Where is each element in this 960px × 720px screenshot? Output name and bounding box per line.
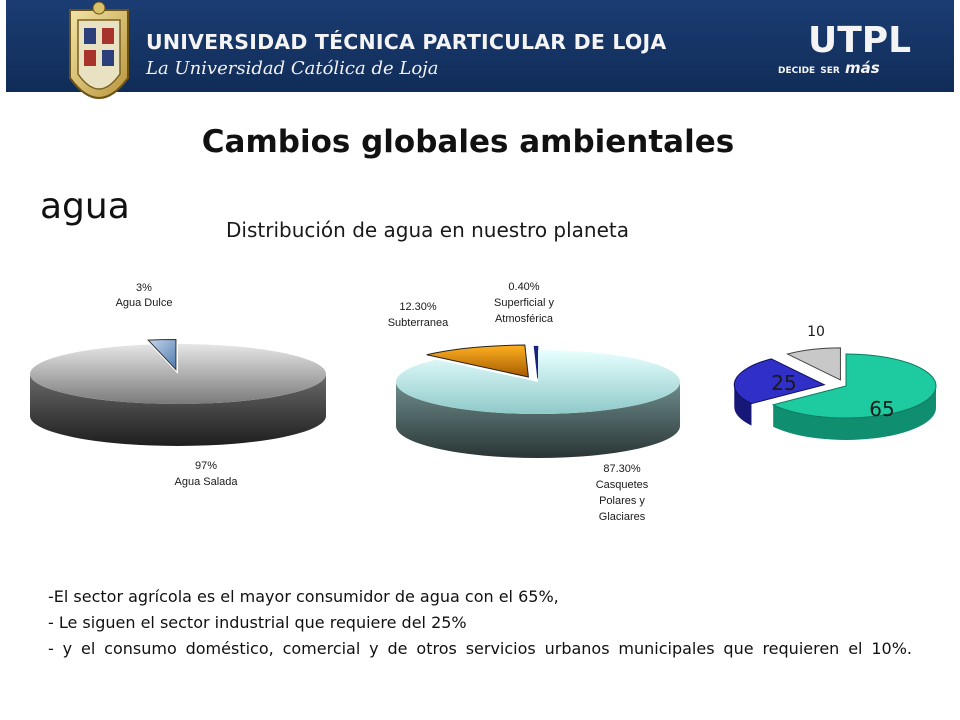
pie-2-label-cas-value: 87.30% <box>603 463 641 475</box>
pie-2-label-sup-value: 0.40% <box>508 281 539 293</box>
pie-1-slice-1 <box>29 344 326 404</box>
pie-2-label-sup-name-1: Superficial y <box>494 297 554 309</box>
charts-area: 3% Agua Dulce 97% Agua Salada 12.30% Subterra… <box>0 250 960 550</box>
pie-2-slice-1 <box>533 345 539 379</box>
pie-2-label-sup-name-2: Atmosférica <box>495 313 554 325</box>
pie-3-label-25: 25 <box>771 371 796 395</box>
pie-3-slice-1 <box>733 358 826 405</box>
slogan-part-1: DECIDE <box>778 66 816 76</box>
pie-2-label-sub-name: Subterranea <box>388 317 449 329</box>
chart-title: Distribución de agua en nuestro planeta <box>226 218 630 242</box>
bullet-item-domestico: - y el consumo doméstico, comercial y de… <box>48 639 912 658</box>
pie-1-label-salada-name: Agua Salada <box>175 476 239 488</box>
utpl-logo: UTPL <box>808 20 912 61</box>
pie-2-slice-2 <box>396 350 680 414</box>
pie-2-label-cas-name-3: Glaciares <box>599 511 646 523</box>
pie-3-slice-0-side <box>773 386 937 440</box>
slogan-part-3: más <box>844 59 880 77</box>
pie-3-label-10: 10 <box>807 324 825 340</box>
pie-2-label-cas-name-2: Polares y <box>599 495 645 507</box>
pie-1-slice-0 <box>147 339 177 371</box>
slogan-part-2: SER <box>820 66 840 76</box>
pie-3-slice-2 <box>786 347 841 381</box>
section-heading: agua <box>40 186 130 227</box>
slide-title: Cambios globales ambientales <box>201 124 735 160</box>
university-name: UNIVERSIDAD TÉCNICA PARTICULAR DE LOJA <box>146 30 667 54</box>
pie-1-label-salada-value: 97% <box>195 460 217 472</box>
pie-1-label-dulce-value: 3% <box>136 282 152 294</box>
bullet-item-industrial: - Le siguen el sector industrial que req… <box>48 613 467 632</box>
bullet-item-agricola: -El sector agrícola es el mayor consumid… <box>48 587 559 606</box>
pie-2-label-cas-name-1: Casquetes <box>596 479 649 491</box>
pie-2-slice-0 <box>426 344 529 378</box>
pie-1-slice-1-side <box>30 374 326 446</box>
banner-background <box>6 0 960 110</box>
utpl-slogan: DECIDE SER más <box>778 58 880 77</box>
pie-3-slice-0 <box>771 353 937 419</box>
header-banner: UNIVERSIDAD TÉCNICA PARTICULAR DE LOJA L… <box>0 0 960 118</box>
pie-charts: 3% Agua Dulce 97% Agua Salada 12.30% Subterra… <box>29 281 937 523</box>
pie-2-slice-2-side <box>396 382 680 458</box>
university-tagline: La Universidad Católica de Loja <box>146 58 439 79</box>
pie-3-label-65: 65 <box>869 397 894 421</box>
pie-2-label-sub-value: 12.30% <box>399 301 437 313</box>
pie-1-label-dulce-name: Agua Dulce <box>116 297 173 309</box>
bullet-list: -El sector agrícola es el mayor consumid… <box>48 584 912 662</box>
university-crest-icon <box>69 1 129 99</box>
